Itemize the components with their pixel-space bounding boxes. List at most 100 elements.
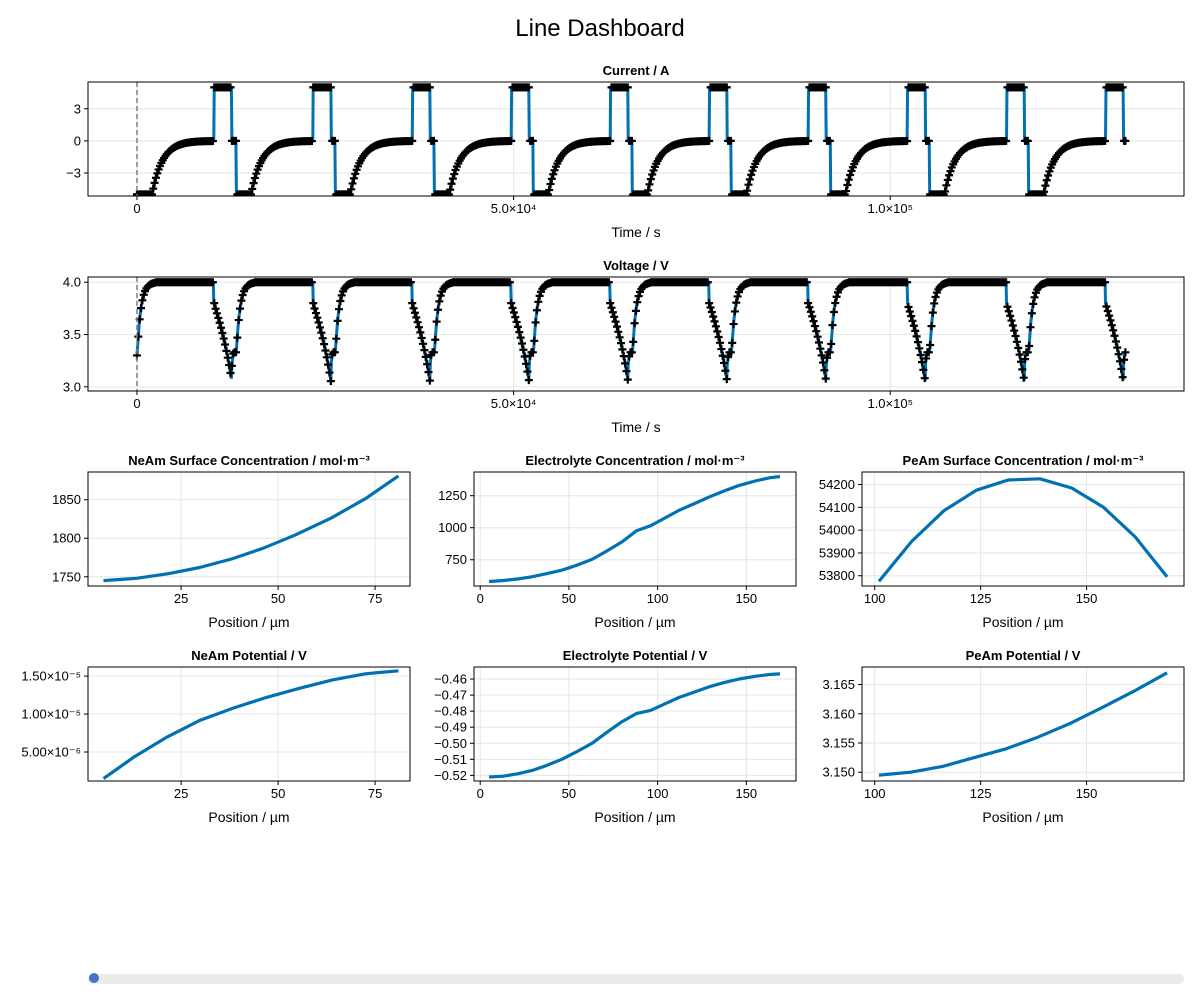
data-point-marker [436, 291, 445, 300]
data-point-marker [549, 170, 558, 179]
chart-neam_pot: 25 50 75 5.00×10⁻⁶ 1.00×10⁻⁵ 1.50×10⁻⁵ NeAm Po… [21, 648, 411, 825]
data-point-marker [408, 136, 417, 145]
data-point-marker [831, 299, 840, 308]
data-point-marker [832, 292, 841, 301]
data-point-marker [942, 181, 951, 190]
data-point-marker [941, 187, 950, 196]
data-point-marker [617, 339, 626, 348]
data-point-marker [311, 309, 320, 318]
data-point-marker [630, 319, 639, 328]
data-point-marker [707, 308, 716, 317]
data-point-marker [713, 327, 722, 336]
data-point-marker [147, 190, 156, 196]
data-point-marker [446, 185, 455, 194]
axes-frame [87, 471, 411, 587]
data-point-marker [843, 181, 852, 190]
data-point-marker [611, 317, 620, 326]
chart-title: Electrolyte Concentration / mol·m⁻³ [525, 453, 745, 468]
data-point-marker [1016, 357, 1025, 366]
data-point-marker [535, 291, 544, 300]
data-point-marker [718, 351, 727, 360]
data-point-marker [217, 323, 226, 332]
data-point-marker [809, 317, 818, 326]
data-point-marker [1010, 326, 1019, 335]
data-point-marker [622, 367, 631, 376]
data-point-marker [627, 348, 636, 357]
data-point-marker [812, 327, 821, 336]
data-point-marker [606, 136, 615, 145]
data-point-marker [505, 278, 514, 287]
x-axis-label: Position / µm [982, 614, 1063, 630]
data-point-marker [512, 317, 521, 326]
data-point-marker [717, 345, 726, 354]
chart-peam_pot: 100 125 150 3.150 3.155 3.160 3.165 PeAm Potent… [822, 648, 1185, 825]
data-point-marker [1030, 293, 1039, 302]
x-tick-label: 25 [174, 786, 188, 801]
data-point-marker [515, 328, 524, 337]
data-point-marker [522, 359, 531, 368]
data-point-marker [227, 361, 236, 370]
data-point-marker [1012, 337, 1021, 346]
x-tick-label: 100 [647, 786, 669, 801]
data-point-marker [250, 174, 259, 183]
data-point-marker [1042, 176, 1051, 185]
data-point-marker [928, 308, 937, 317]
data-point-marker [1003, 302, 1012, 311]
data-point-marker [1109, 326, 1118, 335]
data-point-marker [813, 332, 822, 341]
axes-frame [473, 471, 797, 587]
time-slider-track[interactable] [88, 974, 1184, 984]
plot-area [488, 474, 781, 584]
data-point-marker [819, 358, 828, 367]
data-point-marker [138, 296, 147, 305]
time-slider-handle[interactable] [89, 973, 99, 983]
data-point-marker [1113, 343, 1122, 352]
y-tick-label: 3.160 [822, 706, 855, 721]
data-point-marker [621, 359, 630, 368]
data-point-marker [524, 83, 533, 92]
y-tick-label: 1750 [52, 569, 81, 584]
data-point-marker [238, 291, 247, 300]
data-point-marker [444, 190, 453, 196]
data-point-marker [720, 358, 729, 367]
x-axis-label: Position / µm [594, 614, 675, 630]
data-point-marker [414, 323, 423, 332]
data-point-marker [419, 339, 428, 348]
data-point-marker [618, 345, 627, 354]
data-point-marker [333, 316, 342, 325]
y-tick-label: −0.52 [434, 768, 467, 783]
data-point-marker [903, 278, 912, 287]
data-point-marker [531, 318, 540, 327]
data-point-marker [804, 299, 813, 308]
data-point-marker [509, 308, 518, 317]
y-tick-label: 54200 [819, 477, 855, 492]
y-tick-label: −0.49 [434, 720, 467, 735]
x-tick-label: 50 [271, 786, 285, 801]
x-tick-label: 5.0×10⁴ [491, 201, 537, 216]
data-point-marker [326, 83, 335, 92]
chart-neam_conc: 25 50 75 1750 1800 1850 NeAm Surface Concentra… [52, 453, 411, 630]
data-point-marker [231, 136, 240, 145]
data-point-marker [945, 171, 954, 180]
series-markers [132, 83, 1130, 196]
data-point-marker [808, 312, 817, 321]
data-point-marker [1021, 355, 1030, 364]
x-tick-label: 25 [174, 591, 188, 606]
data-point-marker [249, 179, 258, 188]
data-point-marker [1040, 187, 1049, 196]
data-point-marker [905, 307, 914, 316]
data-point-marker [134, 332, 143, 341]
data-point-marker [1002, 278, 1011, 287]
chart-title: Voltage / V [603, 258, 669, 273]
data-point-marker [420, 346, 429, 355]
data-point-marker [248, 184, 257, 193]
data-point-marker [827, 339, 836, 348]
data-point-marker [150, 178, 159, 187]
series-line [102, 669, 399, 780]
data-point-marker [321, 346, 330, 355]
data-point-marker [943, 175, 952, 184]
data-point-marker [931, 293, 940, 302]
x-tick-label: 0 [133, 396, 140, 411]
data-point-marker [307, 137, 316, 146]
axes-frame [861, 666, 1185, 782]
